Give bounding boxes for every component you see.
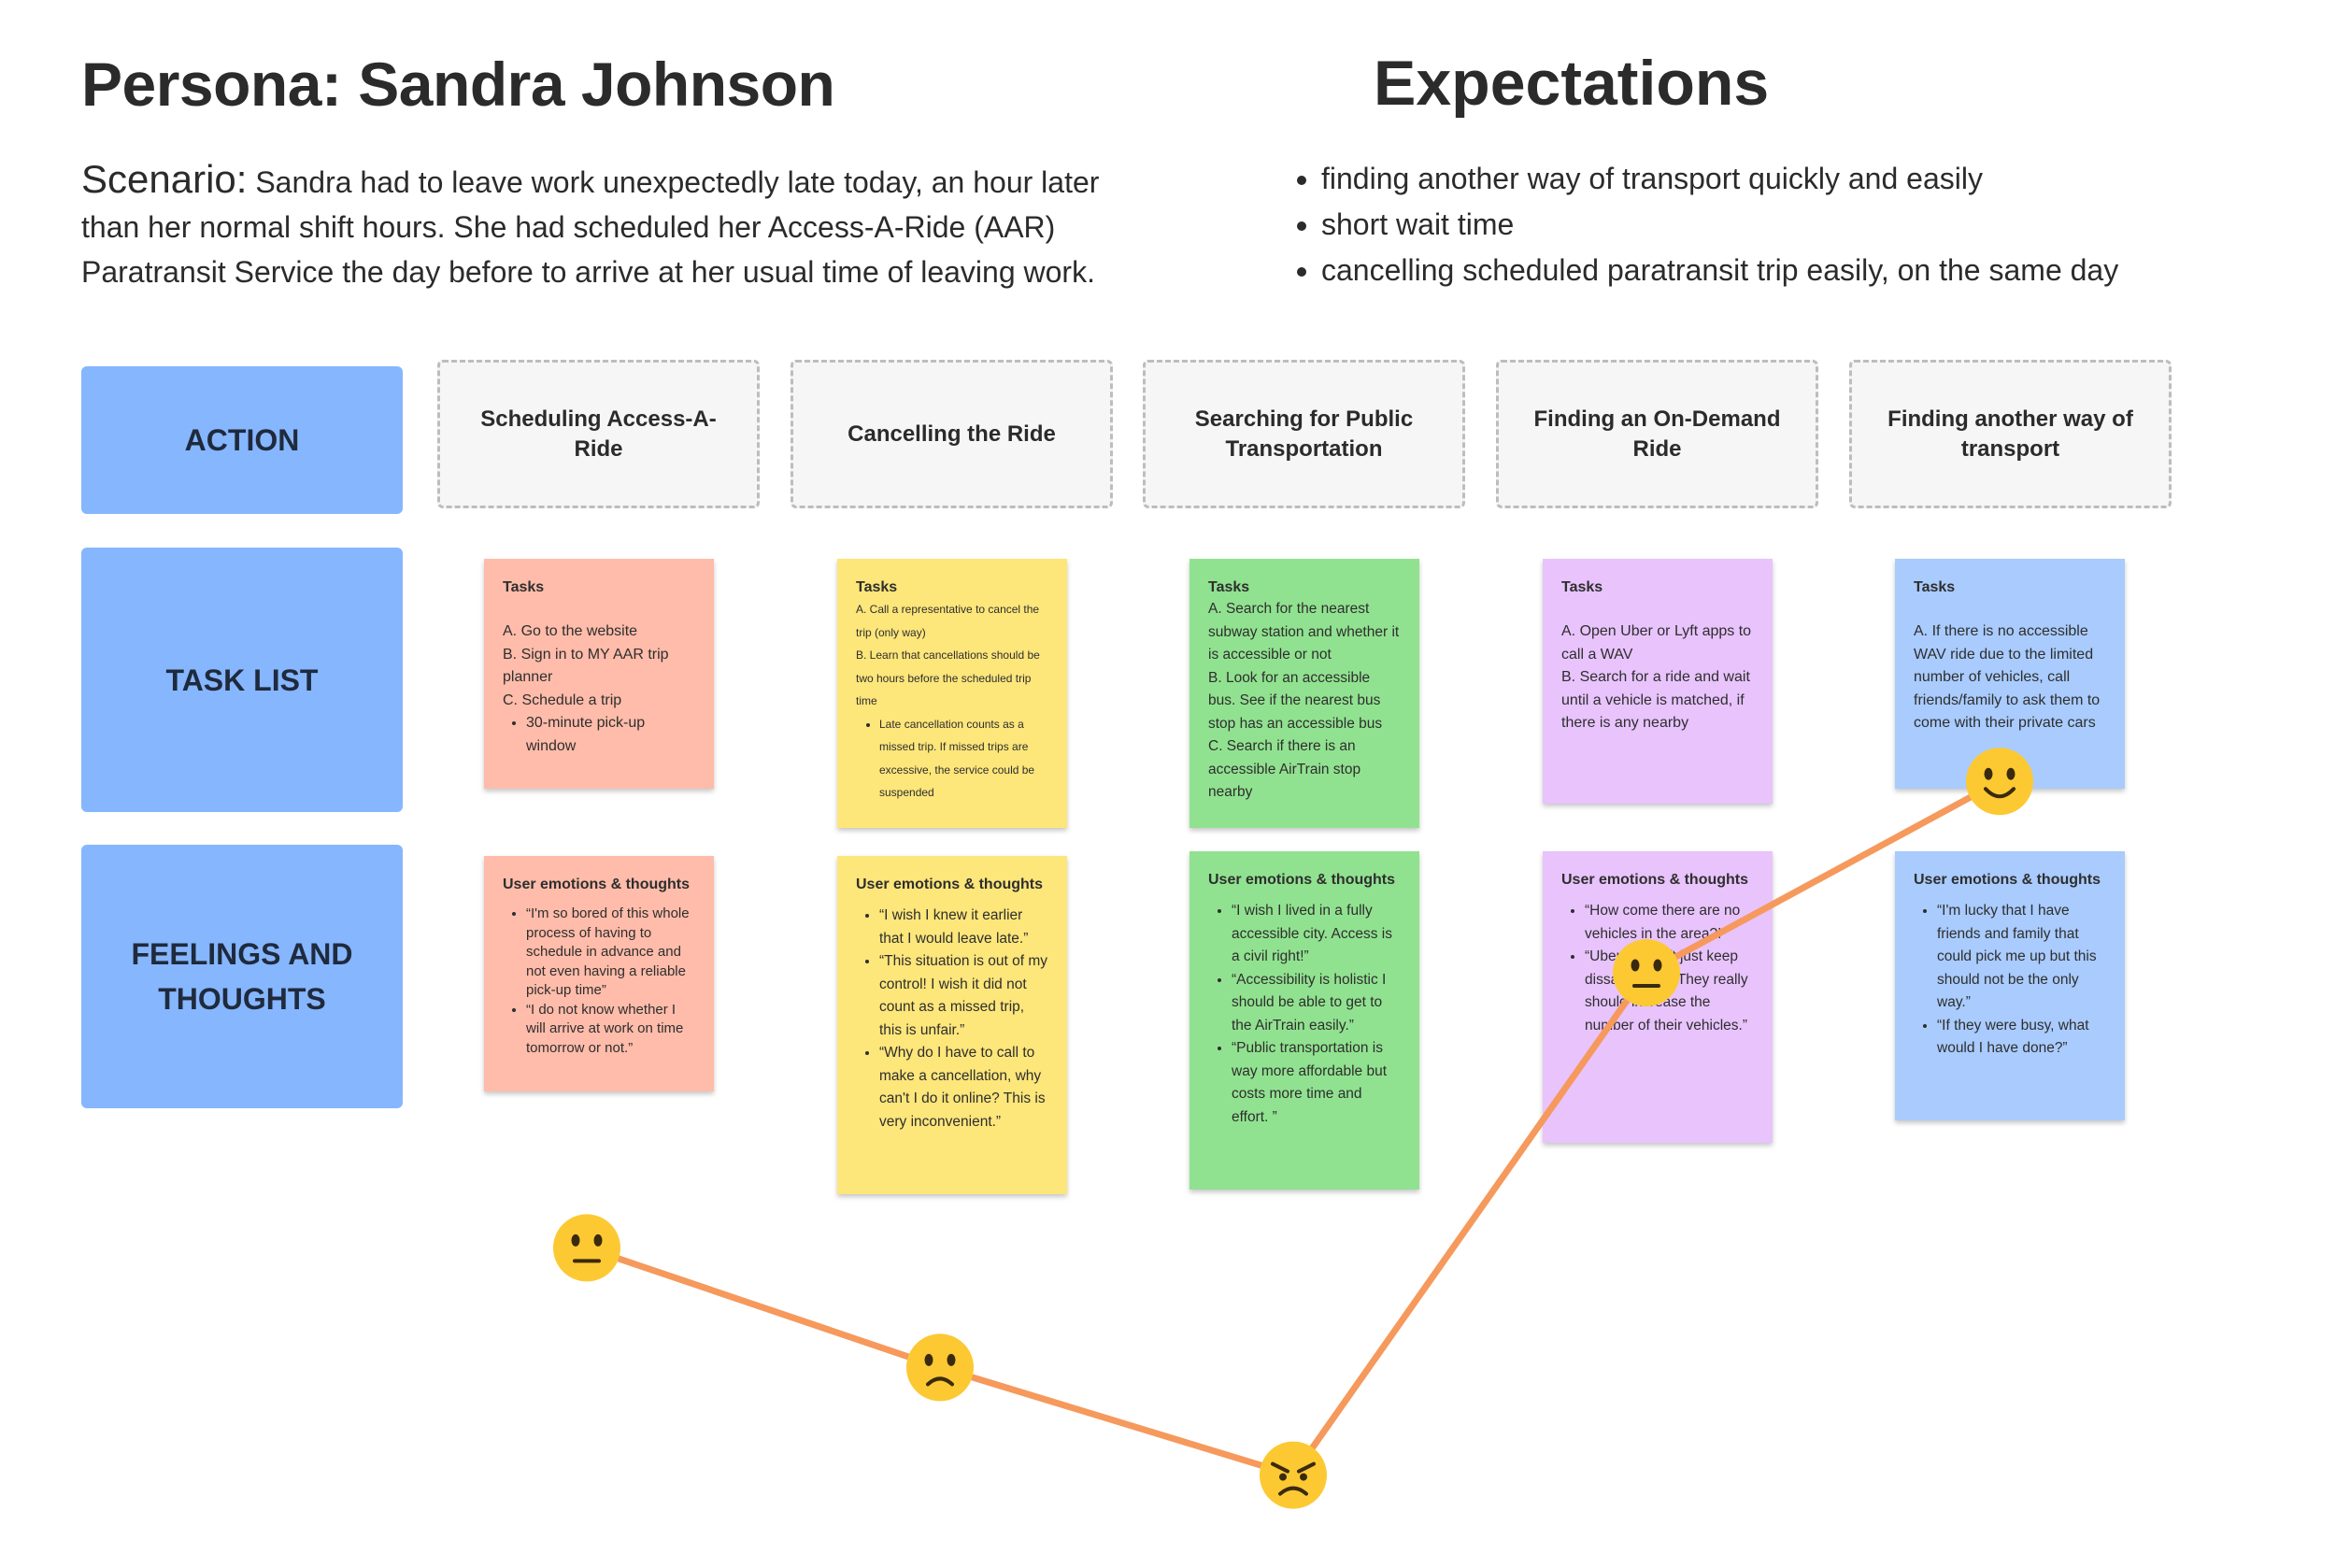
scenario-body: Sandra had to leave work unexpectedly la… bbox=[81, 165, 1100, 289]
note-title: Tasks bbox=[503, 579, 545, 595]
task-item: A. Search for the nearest subway station… bbox=[1208, 601, 1400, 663]
expectations-title: Expectations bbox=[1374, 48, 1770, 119]
note-title: Tasks bbox=[1208, 579, 1250, 595]
emotion-note-cancelling: User emotions & thoughts “I wish I knew … bbox=[837, 856, 1067, 1194]
expectation-item: cancelling scheduled paratransit trip ea… bbox=[1321, 248, 2118, 293]
emotion-quote: “This situation is out of my control! I … bbox=[879, 950, 1048, 1042]
row-label-feelings: FEELINGS AND THOUGHTS bbox=[81, 845, 403, 1108]
row-label-task-list: TASK LIST bbox=[81, 548, 403, 812]
task-item: B. Learn that cancellations should be tw… bbox=[856, 649, 1040, 707]
task-item: A. Go to the website bbox=[503, 623, 638, 639]
action-card-on-demand: Finding an On-Demand Ride bbox=[1496, 360, 1818, 508]
task-item: A. Call a representative to cancel the t… bbox=[856, 603, 1040, 639]
smiling-face-icon bbox=[1966, 748, 2033, 816]
emotion-quote: “Accessibility is holistic I should be a… bbox=[1232, 969, 1401, 1038]
action-label: Searching for Public Transportation bbox=[1194, 406, 1414, 462]
expectation-item: finding another way of transport quickly… bbox=[1321, 156, 2118, 202]
emotion-quote: “I do not know whether I will arrive at … bbox=[526, 1001, 695, 1059]
emotion-quote: “How come there are no vehicles in the a… bbox=[1585, 900, 1754, 946]
emotion-quote: “I'm lucky that I have friends and famil… bbox=[1937, 900, 2106, 1015]
action-label: Finding an On-Demand Ride bbox=[1533, 406, 1781, 462]
emotion-note-another-way: User emotions & thoughts “I'm lucky that… bbox=[1895, 851, 2125, 1120]
task-item: A. If there is no accessible WAV ride du… bbox=[1914, 623, 2101, 731]
task-bullet: Late cancellation counts as a missed tri… bbox=[879, 713, 1048, 805]
emotion-quote: “I wish I knew it earlier that I would l… bbox=[879, 905, 1048, 950]
emotion-quote: “Why do I have to call to make a cancell… bbox=[879, 1042, 1048, 1133]
neutral-face-icon bbox=[553, 1214, 620, 1282]
emotion-note-scheduling: User emotions & thoughts “I'm so bored o… bbox=[484, 856, 714, 1091]
action-label: Cancelling the Ride bbox=[848, 421, 1056, 447]
row-label-action: ACTION bbox=[81, 366, 403, 514]
action-card-scheduling: Scheduling Access-A-Ride bbox=[437, 360, 760, 508]
scenario-text: Scenario: Sandra had to leave work unexp… bbox=[81, 157, 1128, 294]
task-note-on-demand: Tasks A. Open Uber or Lyft apps to call … bbox=[1543, 559, 1773, 804]
persona-title: Persona: Sandra Johnson bbox=[81, 50, 835, 119]
task-item: B. Sign in to MY AAR trip planner bbox=[503, 646, 669, 686]
note-title: User emotions & thoughts bbox=[503, 877, 691, 892]
emotion-quote: “I wish I lived in a fully accessible ci… bbox=[1232, 900, 1401, 969]
expectations-list: finding another way of transport quickly… bbox=[1289, 156, 2118, 293]
task-item: C. Search if there is an accessible AirT… bbox=[1208, 738, 1361, 800]
action-card-public-transport: Searching for Public Transportation bbox=[1143, 360, 1465, 508]
emotion-note-public-transport: User emotions & thoughts “I wish I lived… bbox=[1189, 851, 1419, 1190]
task-item: A. Open Uber or Lyft apps to call a WAV bbox=[1561, 623, 1752, 663]
row-label-task-list-text: TASK LIST bbox=[165, 663, 319, 697]
journey-line bbox=[585, 778, 2001, 1479]
note-title: User emotions & thoughts bbox=[1914, 872, 2101, 888]
task-note-cancelling: Tasks A. Call a representative to cancel… bbox=[837, 559, 1067, 828]
task-item: B. Search for a ride and wait until a ve… bbox=[1561, 669, 1750, 731]
expectation-item: short wait time bbox=[1321, 202, 2118, 248]
scenario-label: Scenario: bbox=[81, 157, 248, 201]
note-title: User emotions & thoughts bbox=[1208, 872, 1396, 888]
action-label: Finding another way of transport bbox=[1887, 406, 2133, 462]
frowning-face-icon bbox=[906, 1333, 974, 1402]
action-card-another-way: Finding another way of transport bbox=[1849, 360, 2172, 508]
emotion-quote: “Public transportation is way more affor… bbox=[1232, 1037, 1401, 1129]
task-note-public-transport: Tasks A. Search for the nearest subway s… bbox=[1189, 559, 1419, 828]
task-item: B. Look for an accessible bus. See if th… bbox=[1208, 669, 1383, 732]
row-label-action-text: ACTION bbox=[184, 423, 300, 457]
note-title: User emotions & thoughts bbox=[1561, 872, 1749, 888]
row-label-feelings-text: FEELINGS AND THOUGHTS bbox=[131, 937, 353, 1016]
task-bullet: 30-minute pick-up window bbox=[526, 712, 695, 758]
emotion-quote: “I'm so bored of this whole process of h… bbox=[526, 905, 695, 1001]
note-title: Tasks bbox=[1561, 579, 1603, 595]
task-note-scheduling: Tasks A. Go to the website B. Sign in to… bbox=[484, 559, 714, 789]
action-card-cancelling: Cancelling the Ride bbox=[791, 360, 1113, 508]
neutral-face-icon bbox=[1613, 939, 1680, 1006]
angry-face-icon bbox=[1260, 1441, 1327, 1509]
action-label: Scheduling Access-A-Ride bbox=[480, 406, 717, 462]
emotion-quote: “If they were busy, what would I have do… bbox=[1937, 1015, 2106, 1061]
task-item: C. Schedule a trip bbox=[503, 691, 622, 708]
note-title: User emotions & thoughts bbox=[856, 877, 1044, 892]
note-title: Tasks bbox=[1914, 579, 1956, 595]
note-title: Tasks bbox=[856, 579, 898, 595]
